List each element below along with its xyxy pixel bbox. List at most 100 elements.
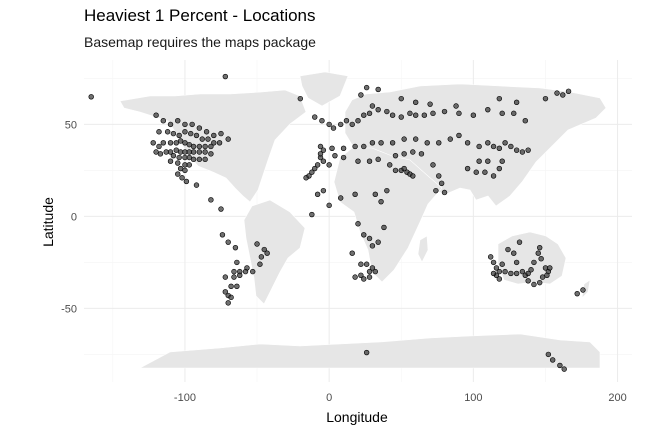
data-point	[421, 112, 428, 118]
data-point	[202, 143, 208, 150]
data-point	[464, 140, 471, 146]
data-point	[470, 112, 477, 118]
data-point	[525, 278, 531, 284]
data-point	[372, 191, 379, 198]
data-point	[309, 169, 315, 175]
data-point	[424, 140, 430, 146]
data-point	[319, 118, 325, 124]
data-point	[366, 274, 373, 280]
data-point	[456, 132, 462, 139]
data-point	[202, 149, 208, 155]
data-point	[456, 110, 462, 117]
data-point	[225, 136, 231, 142]
data-point	[375, 106, 381, 113]
data-point	[441, 108, 448, 115]
data-point	[352, 143, 358, 150]
data-point	[485, 158, 491, 164]
data-point	[418, 151, 425, 157]
data-point	[332, 152, 338, 159]
data-point	[410, 149, 416, 155]
data-point	[361, 112, 367, 118]
data-point	[150, 140, 156, 146]
data-point	[203, 129, 210, 135]
data-point	[557, 362, 563, 369]
data-point	[176, 154, 182, 161]
data-point	[157, 151, 164, 157]
data-point	[337, 195, 344, 201]
data-point	[254, 241, 260, 247]
y-axis-title: Latitude	[40, 197, 56, 247]
data-point	[231, 268, 237, 275]
data-point	[237, 272, 243, 278]
data-point	[349, 250, 355, 256]
data-point	[538, 256, 544, 262]
data-point	[320, 158, 327, 164]
data-point	[211, 140, 217, 146]
data-point	[358, 272, 364, 278]
data-point	[542, 95, 549, 102]
x-axis-title: Longitude	[326, 409, 388, 425]
data-point	[222, 73, 229, 80]
data-point	[392, 167, 399, 174]
data-point	[580, 287, 586, 293]
data-point	[476, 143, 482, 150]
data-point	[257, 261, 263, 267]
data-point	[513, 259, 520, 266]
data-point	[375, 86, 381, 93]
land-madagascar	[417, 235, 429, 263]
data-point	[343, 118, 350, 124]
data-point	[156, 129, 162, 135]
data-point	[369, 265, 376, 271]
data-point	[225, 300, 231, 306]
data-point	[485, 140, 491, 146]
x-tick-label: 0	[326, 392, 332, 404]
data-point	[182, 167, 188, 174]
data-point	[511, 250, 517, 256]
data-point	[358, 261, 364, 267]
data-point	[179, 175, 185, 181]
data-point	[513, 147, 520, 153]
data-point	[496, 276, 503, 282]
data-point	[216, 140, 223, 146]
data-point	[369, 140, 376, 146]
data-point	[330, 125, 337, 131]
data-point	[320, 147, 327, 153]
data-point	[175, 171, 181, 177]
data-point	[340, 145, 347, 152]
data-point	[199, 136, 205, 142]
data-point	[228, 283, 234, 290]
data-point	[513, 270, 520, 277]
chart-subtitle: Basemap requires the maps package	[84, 34, 316, 50]
data-point	[167, 121, 174, 128]
data-point	[508, 270, 514, 277]
data-point	[410, 173, 416, 179]
data-point	[389, 112, 396, 118]
data-point	[560, 92, 566, 98]
data-point	[496, 145, 503, 152]
data-point	[190, 156, 197, 163]
data-point	[381, 224, 387, 231]
data-point	[493, 265, 500, 271]
data-point	[88, 94, 94, 100]
data-point	[554, 90, 560, 96]
data-point	[175, 160, 181, 166]
data-point	[363, 261, 370, 267]
x-tick-label: -100	[174, 392, 196, 404]
data-point	[549, 357, 556, 363]
data-point	[561, 366, 567, 372]
data-point	[250, 268, 256, 275]
data-point	[502, 268, 508, 275]
data-point	[392, 152, 399, 159]
data-point	[208, 197, 214, 203]
data-point	[167, 140, 174, 146]
data-point	[401, 136, 407, 142]
data-point	[190, 149, 197, 155]
data-point	[189, 121, 195, 128]
data-point	[186, 162, 192, 168]
x-tick-label: 100	[464, 392, 482, 404]
data-point	[398, 114, 404, 120]
data-point	[430, 162, 436, 168]
data-point	[436, 173, 442, 179]
y-axis-ticks: -50 0 50	[61, 119, 77, 315]
